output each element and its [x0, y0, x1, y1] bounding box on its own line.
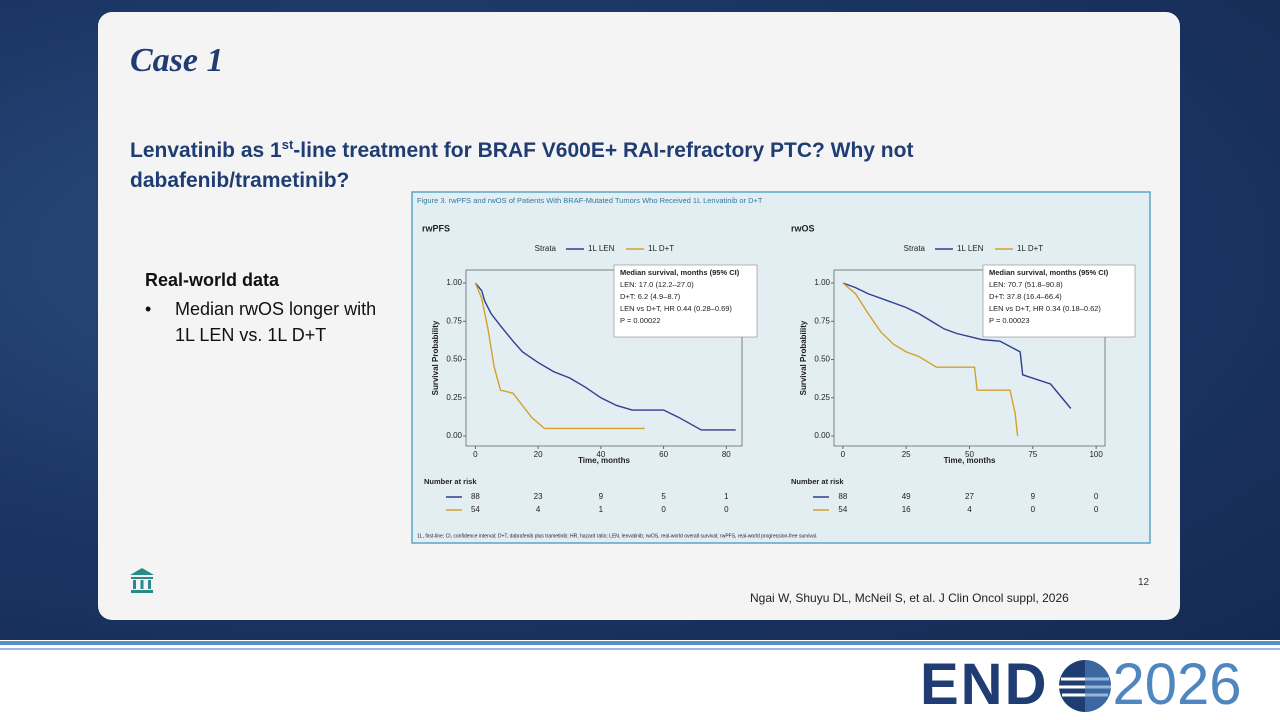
legend-label: 1L LEN: [588, 244, 615, 253]
survival-curve: [842, 282, 1019, 437]
risk-count: 9: [1031, 492, 1036, 501]
heading-text: Lenvatinib as 1: [130, 139, 282, 162]
annotation-line: LEN vs D+T, HR 0.44 (0.28–0.69): [620, 304, 732, 313]
risk-count: 5: [661, 492, 666, 501]
logo-globe: [1059, 660, 1111, 712]
slide-heading: Lenvatinib as 1st-line treatment for BRA…: [130, 130, 913, 196]
annotation-line: LEN: 17.0 (12.2–27.0): [620, 280, 694, 289]
institution-icon: [130, 568, 154, 593]
risk-count: 9: [599, 492, 604, 501]
risk-count: 27: [965, 492, 974, 501]
survival-curve: [842, 282, 1072, 409]
x-axis-label: Time, months: [578, 456, 630, 465]
risk-count: 4: [536, 505, 541, 514]
bullet-list: Median rwOS longer with 1L LEN vs. 1L D+…: [145, 296, 385, 348]
x-tick-label: 50: [965, 450, 974, 459]
y-tick-label: 0.25: [446, 393, 462, 402]
logo-text: END: [920, 652, 1049, 717]
logo-text: 2026: [1112, 652, 1242, 717]
section-title: Real-world data: [145, 270, 280, 290]
risk-count: 0: [661, 505, 666, 514]
annotation-box: [982, 264, 1136, 338]
x-tick-label: 20: [534, 450, 543, 459]
annotation-line: D+T: 6.2 (4.9–8.7): [620, 292, 681, 301]
y-tick-label: 0.00: [814, 431, 830, 440]
y-tick-label: 0.25: [814, 393, 830, 402]
slide-title: Case 1: [130, 42, 224, 79]
x-tick-label: 0: [473, 450, 478, 459]
heading-text: -line treatment for BRAF V600E+ RAI-refr…: [293, 139, 914, 162]
legend-label: 1L D+T: [1017, 244, 1043, 253]
risk-count: 0: [1094, 492, 1099, 501]
x-tick-label: 0: [841, 450, 846, 459]
risk-count: 0: [724, 505, 729, 514]
legend-title: Strata: [535, 244, 557, 253]
survival-curve: [474, 282, 645, 430]
figure-box: [411, 191, 1151, 544]
x-tick-label: 80: [722, 450, 731, 459]
annotation-title: Median survival, months (95% CI): [620, 268, 740, 277]
risk-count: 23: [534, 492, 543, 501]
annotation-line: P = 0.00023: [989, 316, 1030, 325]
risk-count: 1: [724, 492, 729, 501]
y-tick-label: 1.00: [446, 278, 462, 287]
risk-count: 88: [838, 492, 847, 501]
y-tick-label: 0.75: [446, 316, 462, 325]
legend-label: 1L D+T: [648, 244, 674, 253]
x-tick-label: 60: [659, 450, 668, 459]
risk-count: 1: [599, 505, 604, 514]
annotation-line: P = 0.00022: [620, 316, 661, 325]
chart-title: rwOS: [791, 223, 815, 233]
y-tick-label: 0.50: [814, 355, 830, 364]
annotation-title: Median survival, months (95% CI): [989, 268, 1109, 277]
y-tick-label: 1.00: [814, 278, 830, 287]
risk-count: 4: [967, 505, 972, 514]
risk-count: 0: [1031, 505, 1036, 514]
legend-title: Strata: [904, 244, 926, 253]
risk-count: 0: [1094, 505, 1099, 514]
figure-caption: Figure 3. rwPFS and rwOS of Patients Wit…: [417, 196, 763, 205]
plot-frame: [465, 269, 743, 447]
risk-title: Number at risk: [791, 477, 844, 486]
risk-count: 88: [471, 492, 480, 501]
heading-text: dabafenib/trametinib?: [130, 169, 350, 192]
risk-title: Number at risk: [424, 477, 477, 486]
x-tick-label: 75: [1028, 450, 1037, 459]
annotation-line: D+T: 37.8 (16.4–66.4): [989, 292, 1062, 301]
y-tick-label: 0.00: [446, 431, 462, 440]
survival-curve: [474, 282, 736, 431]
y-tick-label: 0.50: [446, 355, 462, 364]
footer-band: [0, 648, 1280, 650]
chart-title: rwPFS: [422, 223, 450, 233]
bullet: Median rwOS longer with 1L LEN vs. 1L D+…: [145, 296, 385, 348]
footer-band: [0, 641, 1280, 645]
annotation-box: [613, 264, 758, 338]
x-tick-label: 40: [596, 450, 605, 459]
annotation-line: LEN: 70.7 (51.8–90.8): [989, 280, 1063, 289]
risk-count: 54: [471, 505, 480, 514]
logo: END 2026: [920, 652, 1242, 718]
x-tick-label: 25: [902, 450, 911, 459]
footnote: 1L, first-line; CI, confidence interval;…: [417, 533, 817, 539]
risk-count: 49: [902, 492, 911, 501]
heading-sup: st: [281, 137, 294, 152]
risk-count: 54: [838, 505, 847, 514]
citation: Ngai W, Shuyu DL, McNeil S, et al. J Cli…: [750, 591, 1069, 605]
page-number: 12: [1138, 577, 1150, 588]
risk-count: 16: [902, 505, 911, 514]
x-axis-label: Time, months: [944, 456, 996, 465]
y-axis-label: Survival Probability: [431, 320, 440, 395]
legend-label: 1L LEN: [957, 244, 984, 253]
annotation-line: LEN vs D+T, HR 0.34 (0.18–0.62): [989, 304, 1101, 313]
y-tick-label: 0.75: [814, 316, 830, 325]
y-axis-label: Survival Probability: [799, 320, 808, 395]
x-tick-label: 100: [1089, 450, 1103, 459]
